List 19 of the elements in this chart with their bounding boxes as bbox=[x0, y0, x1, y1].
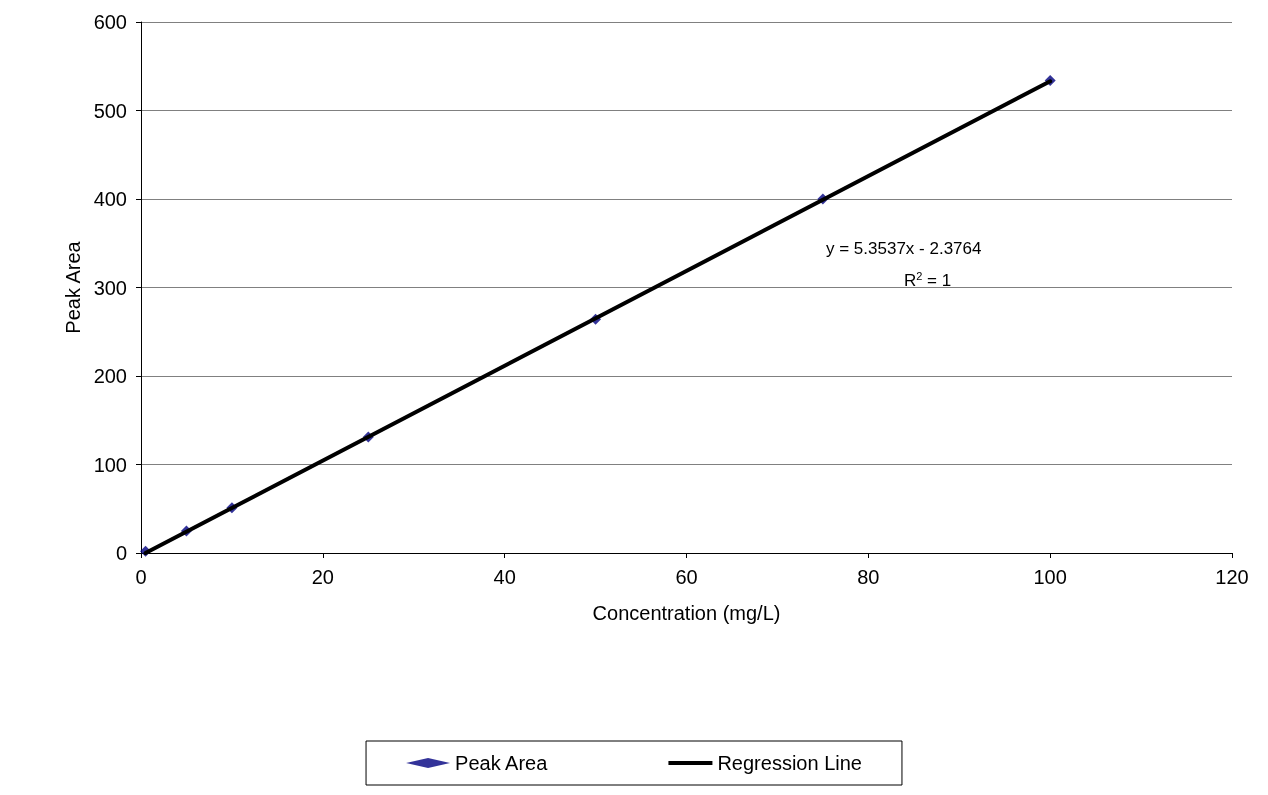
x-tick-label: 20 bbox=[311, 566, 334, 588]
x-tick-label: 120 bbox=[1215, 566, 1249, 588]
legend-label: Peak Area bbox=[455, 752, 549, 774]
y-tick-label: 600 bbox=[93, 11, 127, 33]
y-tick-label: 100 bbox=[93, 453, 127, 476]
x-axis-title: Concentration (mg/L) bbox=[592, 602, 781, 624]
annotation: y = 5.3537x - 2.3764 bbox=[826, 239, 982, 258]
y-tick-label: 200 bbox=[93, 365, 127, 387]
x-tick-label: 100 bbox=[1033, 566, 1067, 588]
y-axis-title: Peak Area bbox=[61, 240, 84, 334]
y-tick-label: 0 bbox=[115, 542, 127, 564]
x-tick-label: 60 bbox=[675, 566, 698, 588]
y-tick-label: 400 bbox=[93, 188, 127, 210]
x-tick-label: 40 bbox=[493, 566, 516, 588]
legend-label: Regression Line bbox=[717, 752, 862, 774]
y-tick-label: 300 bbox=[93, 276, 127, 299]
x-tick-label: 80 bbox=[857, 566, 880, 588]
y-tick-label: 500 bbox=[93, 99, 127, 122]
x-tick-label: 0 bbox=[135, 566, 147, 588]
